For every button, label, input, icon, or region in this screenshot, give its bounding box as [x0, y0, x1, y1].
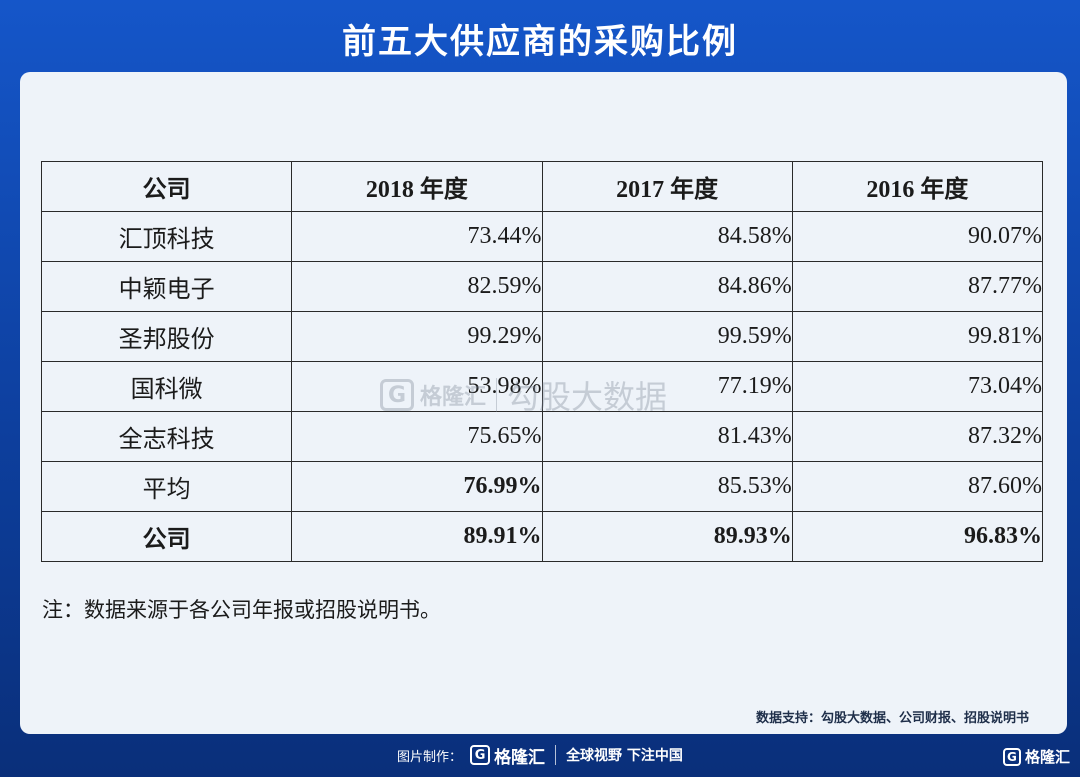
content-card: 公司 2018 年度 2017 年度 2016 年度 汇顶科技 73.44% 8… — [20, 72, 1067, 734]
corner-logo: G 格隆汇 — [1002, 746, 1070, 767]
company-name: 国科微 — [40, 361, 293, 412]
value-2018: 53.98% — [291, 361, 543, 412]
value-2016: 87.77% — [791, 261, 1044, 312]
footer-label: 图片制作： — [397, 749, 463, 765]
corner-brand: 格隆汇 — [1024, 748, 1070, 766]
header-2018: 2018 年度 — [291, 161, 543, 212]
header-company: 公司 — [40, 161, 293, 212]
footer-divider — [555, 745, 557, 765]
gelonghui-logo-icon: G — [1002, 747, 1021, 766]
value-2018: 73.44% — [291, 211, 543, 262]
table-row: 全志科技 75.65% 81.43% 87.32% — [40, 411, 1044, 462]
supplier-table: 公司 2018 年度 2017 年度 2016 年度 汇顶科技 73.44% 8… — [40, 161, 1044, 562]
footer-logo: G 格隆汇 — [470, 743, 545, 768]
table-row: 国科微 53.98% 77.19% 73.04% — [40, 361, 1044, 412]
table-note: 注：数据来源于各公司年报或招股说明书。 — [42, 598, 441, 622]
company-name: 中颖电子 — [40, 261, 293, 312]
value-2017: 77.19% — [541, 361, 793, 412]
value-2018: 76.99% — [291, 461, 543, 512]
value-2016: 99.81% — [791, 311, 1044, 362]
company-name: 平均 — [40, 461, 293, 512]
company-name: 全志科技 — [40, 411, 293, 462]
value-2018: 99.29% — [291, 311, 543, 362]
value-2017: 85.53% — [541, 461, 793, 512]
company-name: 圣邦股份 — [40, 311, 293, 362]
table-row: 汇顶科技 73.44% 84.58% 90.07% — [40, 211, 1044, 262]
value-2017: 84.86% — [541, 261, 793, 312]
table-row: 中颖电子 82.59% 84.86% 87.77% — [40, 261, 1044, 312]
table-row: 圣邦股份 99.29% 99.59% 99.81% — [40, 311, 1044, 362]
value-2018: 89.91% — [291, 511, 543, 562]
company-name: 公司 — [40, 511, 293, 562]
footer: 图片制作： G 格隆汇 全球视野 下注中国 — [0, 740, 1080, 770]
table-header-row: 公司 2018 年度 2017 年度 2016 年度 — [40, 161, 1044, 212]
footer-slogan: 全球视野 下注中国 — [566, 748, 683, 764]
value-2017: 99.59% — [541, 311, 793, 362]
value-2017: 84.58% — [541, 211, 793, 262]
value-2017: 81.43% — [541, 411, 793, 462]
value-2016: 96.83% — [791, 511, 1044, 562]
footer-brand: 格隆汇 — [494, 747, 546, 768]
page-title: 前五大供应商的采购比例 — [342, 22, 738, 62]
header-2017: 2017 年度 — [541, 161, 793, 212]
value-2016: 90.07% — [791, 211, 1044, 262]
value-2016: 73.04% — [791, 361, 1044, 412]
value-2017: 89.93% — [541, 511, 793, 562]
value-2018: 75.65% — [291, 411, 543, 462]
value-2016: 87.32% — [791, 411, 1044, 462]
table-row-company: 公司 89.91% 89.93% 96.83% — [40, 511, 1044, 562]
value-2016: 87.60% — [791, 461, 1044, 512]
value-2018: 82.59% — [291, 261, 543, 312]
header-2016: 2016 年度 — [791, 161, 1044, 212]
table-row-average: 平均 76.99% 85.53% 87.60% — [40, 461, 1044, 512]
data-source: 数据支持：勾股大数据、公司财报、招股说明书 — [755, 711, 1029, 726]
gelonghui-logo-icon: G — [470, 745, 491, 765]
company-name: 汇顶科技 — [40, 211, 293, 262]
